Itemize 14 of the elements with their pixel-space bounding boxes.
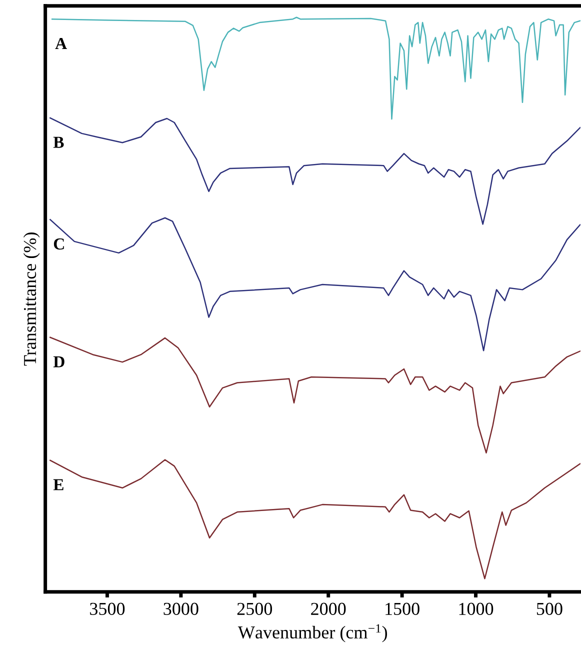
x-axis-title: Wavenumber (cm$^{−1}$) [238,624,387,642]
x-tick-label: 3500 [90,602,125,615]
series-label: D [53,356,64,368]
series-label: C [54,238,64,250]
series-label: E [53,479,64,490]
x-tick-label: 2000 [311,602,346,615]
x-tick-label: 1000 [459,602,494,615]
series-label: A [55,38,67,49]
series-label: B [53,136,64,148]
y-axis-title: Transmittance (%) [23,232,40,366]
x-tick-label: 1500 [386,602,420,615]
x-tick-label: 3000 [164,602,198,615]
x-tick-label: 2500 [237,602,272,615]
x-tick-label: 500 [536,602,562,615]
